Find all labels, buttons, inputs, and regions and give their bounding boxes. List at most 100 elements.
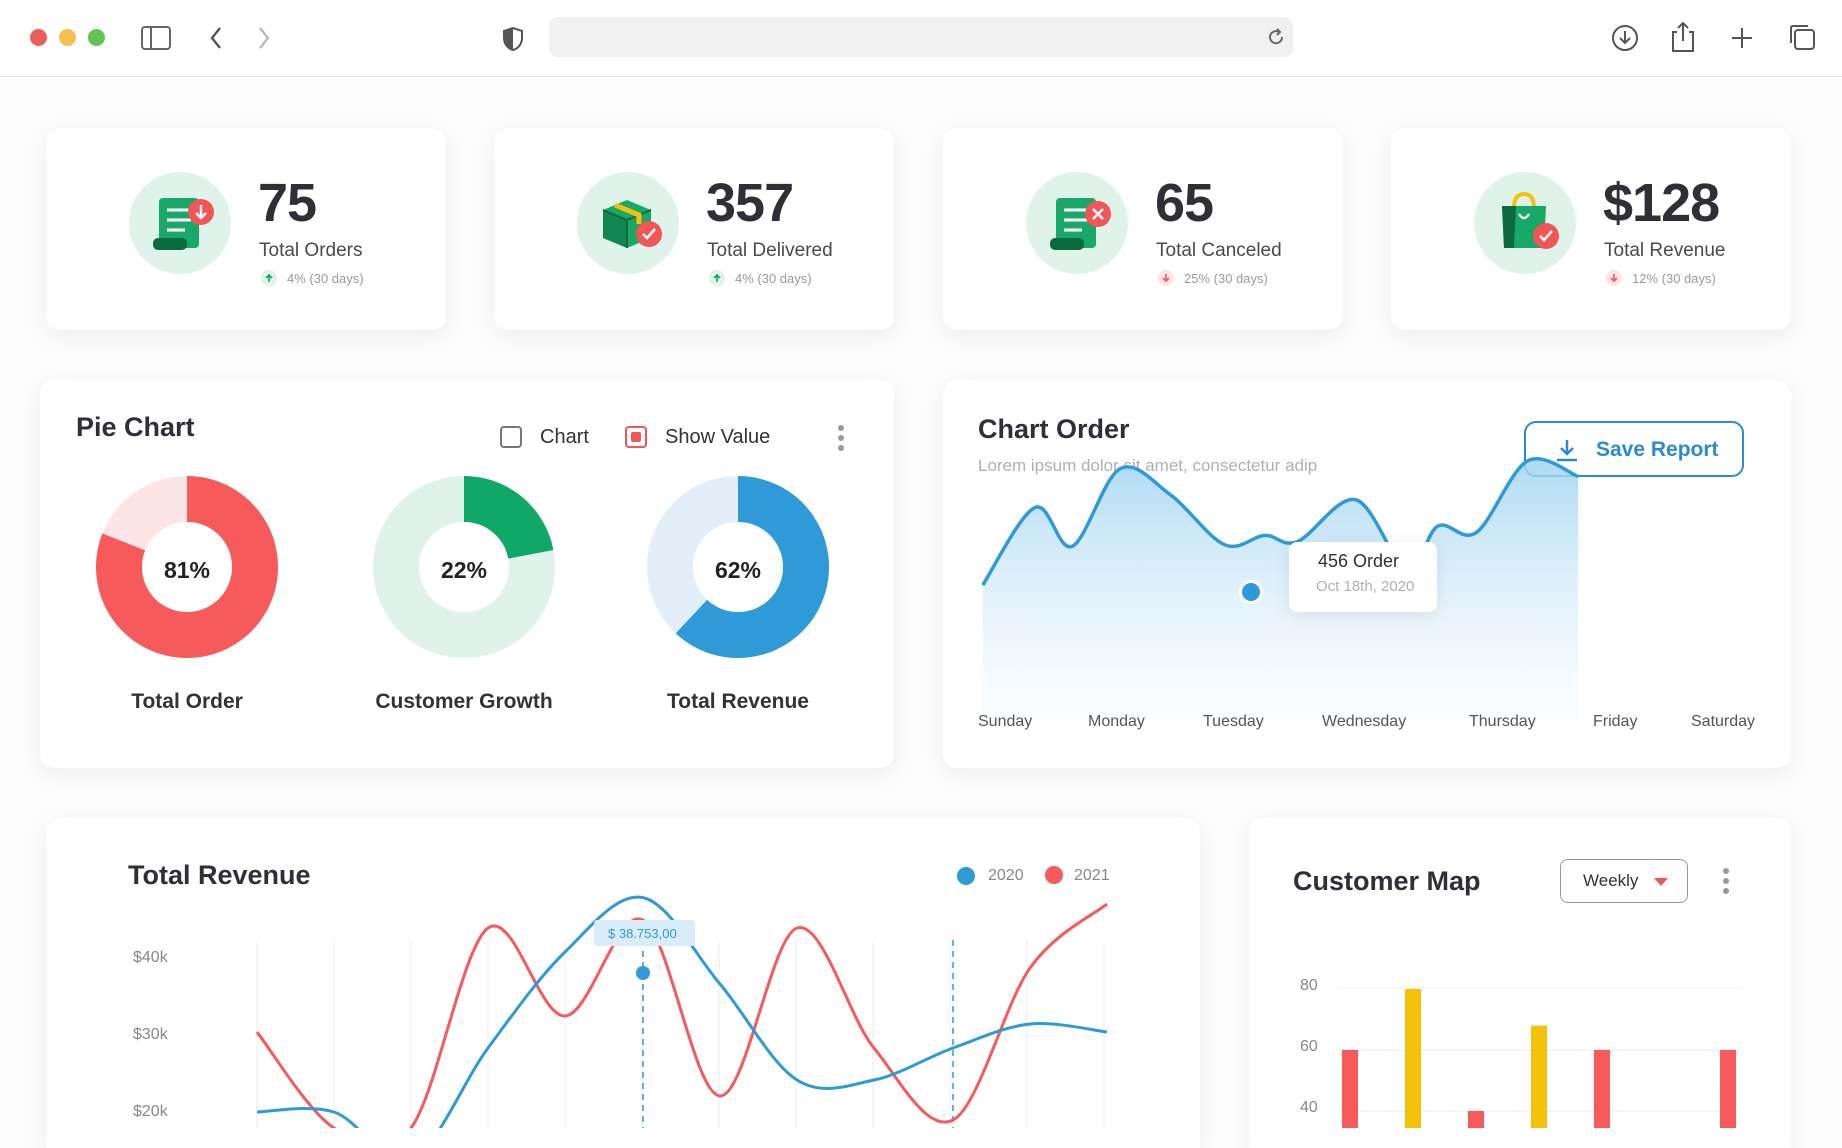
trend-up-icon (261, 270, 277, 286)
reload-icon[interactable] (1267, 28, 1285, 46)
sidebar-icon[interactable] (141, 26, 171, 50)
stat-card-total-canceled: 65 Total Canceled 25% (30 days) (943, 128, 1343, 330)
order-area-line (981, 457, 1579, 586)
tooltip-value: 456 Order (1318, 551, 1400, 571)
stat-card-total-delivered: 357 Total Delivered 4% (30 days) (494, 128, 894, 330)
donut-hole (142, 522, 232, 612)
stat-value: 65 (1155, 173, 1214, 233)
revenue-tooltip: $ 38.753,00 (608, 926, 677, 941)
total-revenue-panel (46, 818, 1200, 1148)
chart-checkbox[interactable] (500, 426, 522, 448)
order-tooltip (1289, 542, 1437, 612)
shopping-bag-check-icon (1474, 172, 1576, 274)
tabs-icon[interactable] (1788, 23, 1816, 51)
trend-down-icon (1606, 270, 1622, 286)
legend-2020-dot (957, 867, 975, 885)
download-icon[interactable] (1611, 24, 1639, 52)
donut-slice (675, 476, 829, 658)
stat-change: 25% (30 days) (1184, 271, 1268, 286)
y-tick-label: 40 (1300, 1099, 1318, 1116)
browser-toolbar (0, 0, 1842, 77)
series-2020-line (256, 895, 1108, 1128)
donut-value: 81% (163, 557, 211, 583)
donut-label: Customer Growth (375, 690, 553, 713)
donut-label: Total Revenue (667, 690, 809, 713)
day-label: Saturday (1691, 713, 1756, 730)
save-report-label: Save Report (1596, 438, 1719, 461)
day-label: Sunday (978, 713, 1033, 730)
donut-label: Total Order (131, 690, 243, 713)
day-label: Wednesday (1322, 713, 1407, 730)
tooltip-point-inner (1242, 583, 1260, 601)
period-dropdown[interactable]: Weekly (1560, 859, 1688, 903)
y-tick-label: 60 (1300, 1038, 1318, 1055)
donut-value: 62% (714, 557, 762, 583)
customer-bar (1405, 989, 1421, 1128)
receipt-download-icon (129, 172, 231, 274)
order-area-chart (981, 457, 1579, 720)
order-area-fill (982, 458, 1579, 720)
day-label: Tuesday (1203, 713, 1264, 730)
period-value: Weekly (1583, 871, 1639, 890)
customer-bar (1468, 1111, 1484, 1128)
shield-icon[interactable] (502, 26, 524, 52)
stat-card-total-orders: 75 Total Orders 4% (30 days) (46, 128, 446, 330)
y-tick-label: $30k (133, 1026, 168, 1043)
stat-label: Total Orders (259, 240, 363, 261)
stat-label: Total Revenue (1604, 240, 1726, 261)
customer-bar (1342, 1050, 1358, 1128)
stat-card-total-revenue: $128 Total Revenue 12% (30 days) (1391, 128, 1791, 330)
chart-checkbox-label: Chart (540, 426, 589, 448)
trend-up-icon (709, 270, 725, 286)
legend-2021-label: 2021 (1074, 867, 1110, 884)
legend-2020-label: 2020 (988, 867, 1024, 884)
donut-charts (96, 476, 829, 658)
close-button[interactable] (30, 29, 47, 46)
tooltip-date: Oct 18th, 2020 (1316, 578, 1415, 595)
caret-down-icon (1654, 878, 1668, 886)
panel-title: Customer Map (1293, 866, 1481, 896)
more-options-icon[interactable] (836, 424, 846, 452)
y-tick-label: $20k (133, 1103, 168, 1120)
day-label: Friday (1593, 713, 1638, 730)
customer-bar (1594, 1050, 1610, 1128)
donut-slice (462, 476, 554, 560)
legend-2021-dot (1045, 866, 1063, 884)
forward-icon[interactable] (256, 26, 272, 50)
address-bar[interactable] (549, 17, 1293, 57)
show-value-checkbox[interactable] (625, 426, 647, 448)
panel-title: Pie Chart (76, 412, 195, 442)
show-value-label: Show Value (665, 426, 771, 448)
trend-down-icon (1158, 270, 1174, 286)
download-icon (1557, 440, 1577, 462)
pie-chart-panel: Pie Chart Chart Show Value 81% 22% 62% T… (40, 380, 894, 768)
revenue-tooltip-box (594, 920, 695, 946)
customer-bar (1720, 1050, 1736, 1128)
back-icon[interactable] (208, 26, 224, 50)
stat-value: 75 (258, 173, 317, 233)
customer-map-panel (1249, 818, 1791, 1148)
more-options-icon[interactable] (1721, 867, 1731, 895)
donut-slice (96, 476, 278, 658)
panel-subtitle: Lorem ipsum dolor sit amet, consectetur … (978, 456, 1318, 475)
stat-value: $128 (1603, 173, 1720, 233)
share-icon[interactable] (1670, 21, 1696, 53)
panel-title: Total Revenue (128, 860, 311, 890)
day-label: Monday (1088, 713, 1145, 730)
day-label: Thursday (1469, 713, 1536, 730)
new-tab-icon[interactable] (1730, 26, 1754, 50)
y-tick-label: $40k (133, 949, 168, 966)
donut-hole (693, 522, 783, 612)
zoom-button[interactable] (88, 29, 105, 46)
revenue-point (636, 966, 650, 980)
package-check-icon (577, 172, 679, 274)
y-tick-label: 80 (1300, 977, 1318, 994)
stat-change: 12% (30 days) (1632, 271, 1716, 286)
stat-value: 357 (706, 173, 794, 233)
customer-bar (1531, 1025, 1547, 1128)
minimize-button[interactable] (59, 29, 76, 46)
donut-value: 22% (440, 557, 488, 583)
panel-title: Chart Order (978, 414, 1130, 444)
customer-bar-chart (1339, 987, 1739, 1128)
receipt-cancel-icon (1026, 172, 1128, 274)
